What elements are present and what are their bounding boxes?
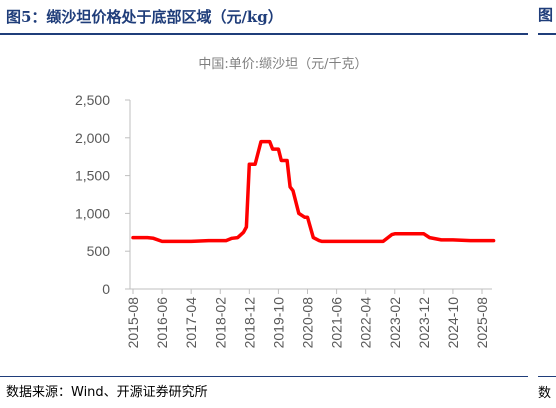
x-axis: 2015-08 2016-06 2017-04 2018-02 2018-12 2019-… [125, 288, 492, 349]
adjacent-figure-title-fragment: 图 [538, 6, 554, 24]
valsartan-price-line [131, 139, 496, 244]
title-divider [0, 33, 528, 35]
adjacent-source-fragment: 数 [538, 386, 552, 401]
y-tick-label: 1,000 [75, 205, 110, 221]
x-tick-label: 2019-10 [270, 297, 286, 349]
y-tick-label: 2,000 [75, 130, 110, 146]
x-tick-label: 2018-02 [212, 297, 228, 349]
y-tick-label: 0 [102, 281, 110, 297]
x-tick-label: 2017-04 [183, 297, 199, 349]
x-tick-label: 2023-02 [387, 297, 403, 349]
x-tick-label: 2024-10 [445, 297, 461, 349]
x-tick-label: 2023-12 [416, 297, 432, 349]
y-axis-ticks: 0 500 1,000 1,500 2,000 2,500 [75, 92, 131, 297]
adjacent-title-divider [538, 33, 556, 35]
x-tick-label: 2018-12 [241, 297, 257, 349]
y-tick-label: 1,500 [75, 168, 110, 184]
footer-divider [0, 376, 528, 377]
series-layer [131, 139, 496, 244]
x-tick-label: 2021-06 [329, 297, 345, 349]
x-tick-label: 2015-08 [125, 297, 141, 349]
y-tick-label: 500 [87, 243, 111, 259]
y-tick-label: 2,500 [75, 92, 110, 108]
x-tick-label: 2020-08 [300, 297, 316, 349]
chart-canvas: 中国:单价:缬沙坦（元/千克） 0 500 1,000 1,500 2,000 2,500… [75, 57, 496, 349]
chart-title: 中国:单价:缬沙坦（元/千克） [198, 57, 367, 72]
figure-title: 图5：缬沙坦价格处于底部区域（元/kg） [6, 8, 283, 26]
x-tick-label: 2016-06 [154, 297, 170, 349]
adjacent-figure-edge: 图 数 [538, 4, 556, 404]
adjacent-footer-divider [538, 376, 556, 377]
source-note: 数据来源：Wind、开源证券研究所 [6, 385, 208, 400]
x-tick-label: 2022-04 [358, 297, 374, 349]
x-tick-label: 2025-08 [474, 297, 490, 349]
